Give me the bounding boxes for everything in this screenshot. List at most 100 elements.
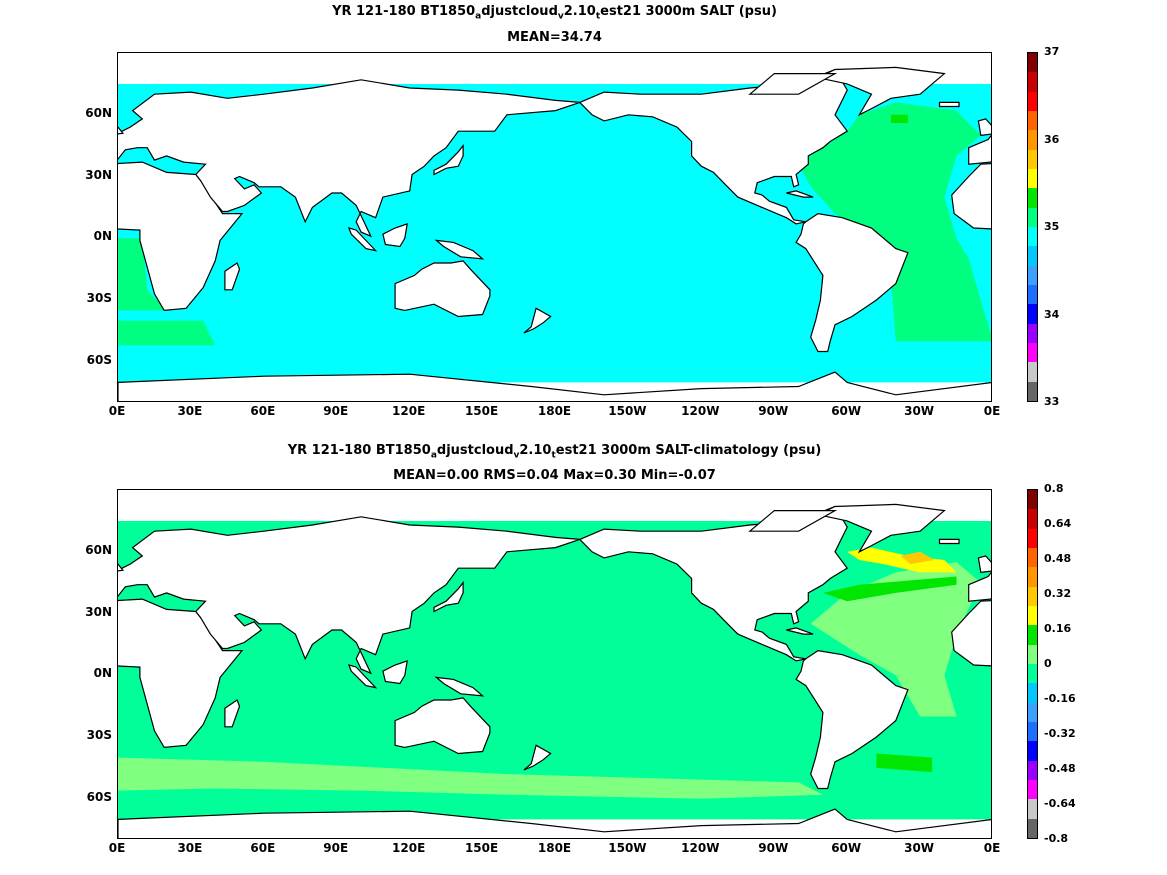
y-tick-label: 30N — [85, 604, 112, 619]
colorbar-segment — [1028, 509, 1037, 529]
colorbar-segment — [1028, 779, 1037, 800]
x-tick-label: 90W — [758, 841, 789, 855]
land-africa — [951, 600, 991, 667]
colorbar-tick-label: -0.64 — [1044, 797, 1076, 810]
land-newguinea — [434, 239, 485, 260]
x-tick-label: 120E — [392, 841, 426, 855]
land-japan — [433, 143, 464, 176]
colorbar-segment — [1028, 207, 1037, 227]
x-tick-label: 90E — [323, 841, 349, 855]
y-tick-label: 60S — [86, 789, 112, 804]
colorbar-tick-label: -0.48 — [1044, 762, 1076, 775]
panel2-subtitle: MEAN=0.00 RMS=0.04 Max=0.30 Min=-0.07 — [393, 468, 716, 483]
colorbar-segment — [1028, 130, 1037, 150]
colorbar-segment — [1028, 567, 1037, 587]
colorbar-tick-label: 0 — [1044, 657, 1052, 670]
y-tick-label: 60S — [86, 352, 112, 367]
colorbar-segment — [1028, 625, 1037, 645]
colorbar-segment — [1028, 683, 1037, 703]
panel1-title: YR 121-180 BT1850adjustcloudv2.10test21 … — [332, 4, 777, 22]
land-uk — [977, 118, 991, 137]
colorbar-segment — [1028, 721, 1037, 742]
land-samerica — [795, 649, 909, 790]
south-atlantic-hi — [876, 753, 933, 773]
panel1-map — [117, 52, 992, 402]
x-tick-label: 60E — [250, 404, 276, 418]
y-tick-label: 30S — [86, 291, 112, 306]
panel2-map — [117, 489, 992, 839]
land-nz — [523, 744, 552, 771]
land-greenland — [816, 66, 946, 117]
labrador-max — [900, 551, 935, 565]
colorbar-tick-label: 0.32 — [1044, 587, 1072, 600]
colorbar-tick-label: 34 — [1044, 307, 1060, 321]
land-nz — [523, 307, 552, 334]
panel2-title: YR 121-180 BT1850adjustcloudv2.10test21 … — [287, 443, 822, 461]
x-tick-label: 0E — [983, 404, 1001, 418]
x-tick-label: 150E — [464, 404, 499, 418]
colorbar-segment — [1028, 168, 1037, 189]
land-antarctica — [118, 808, 991, 838]
colorbar-segment — [1028, 663, 1037, 684]
land-uk — [118, 126, 125, 135]
land-greenland — [816, 503, 946, 554]
colorbar-tick-label: -0.16 — [1044, 692, 1076, 705]
land-africa — [118, 598, 244, 749]
y-tick-label: 0N — [93, 666, 112, 681]
colorbar-segment — [1028, 547, 1037, 568]
x-tick-label: 30E — [177, 404, 203, 418]
land-iceland — [938, 538, 960, 545]
colorbar-tick-label: 37 — [1044, 45, 1060, 58]
x-tick-label: 30W — [904, 404, 935, 418]
colorbar-tick-label: 36 — [1044, 132, 1060, 146]
land-madagascar — [224, 262, 241, 291]
colorbar-segment — [1028, 284, 1037, 305]
colorbar-tick-label: -0.32 — [1044, 727, 1076, 740]
x-tick-label: 120E — [392, 404, 426, 418]
colorbar-segment — [1028, 149, 1037, 169]
colorbar-segment — [1028, 760, 1037, 780]
colorbar-segment — [1028, 362, 1037, 382]
land-eurasia — [118, 516, 580, 675]
land-eurasia — [968, 134, 991, 165]
land-arctic_islands — [748, 73, 838, 95]
panel1-colorbar — [1027, 52, 1038, 402]
colorbar-segment — [1028, 818, 1037, 838]
colorbar-segment — [1028, 53, 1037, 73]
x-tick-label: 180E — [537, 404, 572, 418]
panel2-colorbar — [1027, 489, 1038, 839]
x-tick-label: 150W — [608, 404, 647, 418]
atlantic-west-patch — [118, 238, 167, 311]
land-australia — [394, 697, 491, 755]
panel1-subtitle: MEAN=34.74 — [507, 30, 602, 45]
land-borneo — [382, 660, 408, 685]
southern-band-1 — [118, 757, 823, 799]
x-tick-label: 90W — [758, 404, 789, 418]
x-tick-label: 0E — [108, 404, 126, 418]
labrador-hi — [847, 547, 957, 573]
y-tick-label: 30S — [86, 728, 112, 743]
colorbar-tick-label: 0.16 — [1044, 622, 1072, 635]
y-tick-label: 30N — [85, 167, 112, 182]
x-tick-label: 120W — [681, 404, 720, 418]
colorbar-tick-label: -0.8 — [1044, 832, 1069, 845]
colorbar-segment — [1028, 586, 1037, 606]
x-tick-label: 60W — [831, 841, 862, 855]
colorbar-segment — [1028, 323, 1037, 343]
land-iceland — [938, 101, 960, 108]
y-tick-label: 0N — [93, 229, 112, 244]
y-tick-label: 60N — [85, 542, 112, 557]
x-tick-label: 150E — [464, 841, 499, 855]
land-cuba — [786, 627, 814, 635]
land-cuba — [786, 190, 814, 198]
labrador-patch — [890, 114, 908, 123]
colorbar-segment — [1028, 342, 1037, 363]
colorbar-segment — [1028, 702, 1037, 722]
land-uk — [977, 555, 991, 574]
land-sumatra — [347, 227, 378, 252]
north-atlantic-hi — [822, 576, 957, 602]
colorbar-segment — [1028, 110, 1037, 131]
north-atlantic-patch — [798, 102, 991, 342]
land-australia — [394, 260, 491, 318]
colorbar-segment — [1028, 605, 1037, 626]
